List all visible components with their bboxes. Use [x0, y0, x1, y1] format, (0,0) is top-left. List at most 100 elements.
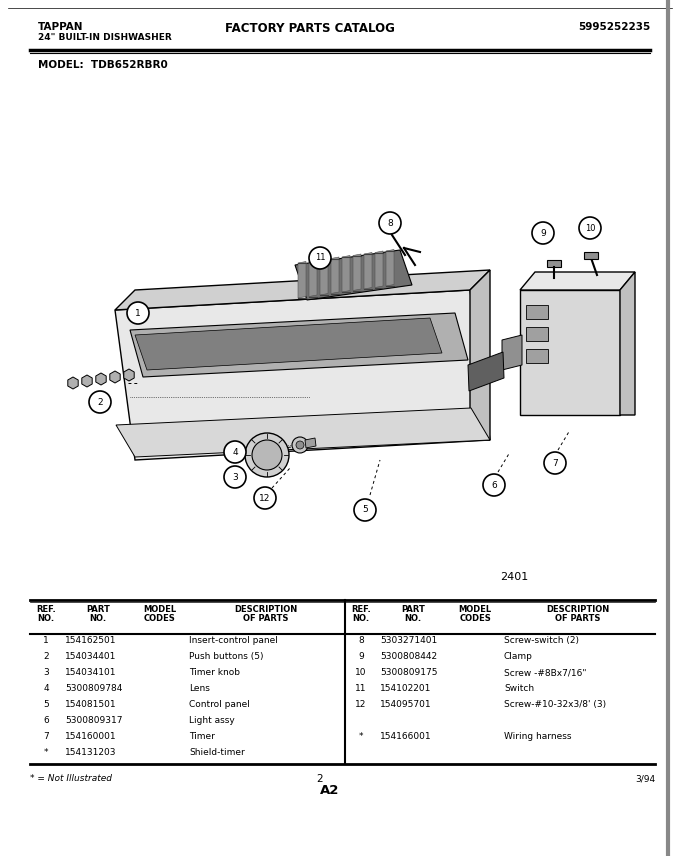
Polygon shape — [342, 255, 350, 292]
Text: Push buttons (5): Push buttons (5) — [189, 652, 264, 661]
Text: 1: 1 — [43, 636, 49, 645]
Circle shape — [224, 441, 246, 463]
Text: 3: 3 — [232, 473, 238, 482]
Text: 2: 2 — [97, 397, 103, 407]
Text: 10: 10 — [585, 223, 595, 233]
Circle shape — [127, 302, 149, 324]
Text: 154034401: 154034401 — [65, 652, 116, 661]
Polygon shape — [320, 259, 328, 295]
Text: PART: PART — [401, 605, 425, 614]
Polygon shape — [375, 251, 383, 288]
Text: Timer: Timer — [189, 732, 215, 741]
Text: OF PARTS: OF PARTS — [243, 614, 288, 623]
Circle shape — [483, 474, 505, 496]
Text: 154162501: 154162501 — [65, 636, 116, 645]
Polygon shape — [135, 318, 442, 370]
Text: 9: 9 — [540, 229, 546, 237]
Bar — [526, 305, 548, 319]
Text: Shield-timer: Shield-timer — [189, 748, 245, 757]
Text: 5: 5 — [43, 700, 49, 709]
Text: 5300809175: 5300809175 — [380, 668, 437, 677]
Polygon shape — [298, 261, 306, 298]
Text: 3: 3 — [43, 668, 49, 677]
Text: * = Not Illustrated: * = Not Illustrated — [30, 774, 112, 783]
Circle shape — [309, 247, 331, 269]
Text: 154102201: 154102201 — [380, 684, 431, 693]
Text: NO.: NO. — [405, 614, 422, 623]
Text: 5995252235: 5995252235 — [578, 22, 650, 32]
Text: 6: 6 — [491, 480, 497, 490]
Text: Screw -#8Bx7/16": Screw -#8Bx7/16" — [504, 668, 586, 677]
Text: 7: 7 — [552, 459, 558, 467]
Text: 11: 11 — [315, 253, 325, 263]
Polygon shape — [331, 257, 339, 294]
Text: 154160001: 154160001 — [65, 732, 117, 741]
Text: PART: PART — [86, 605, 110, 614]
Text: Insert-control panel: Insert-control panel — [189, 636, 278, 645]
Bar — [526, 349, 548, 363]
Circle shape — [254, 487, 276, 509]
Circle shape — [532, 222, 554, 244]
Text: NO.: NO. — [352, 614, 369, 623]
Text: NO.: NO. — [37, 614, 54, 623]
Text: 4: 4 — [232, 448, 238, 456]
Text: 9: 9 — [358, 652, 364, 661]
Text: A2: A2 — [320, 784, 340, 797]
Text: 2: 2 — [44, 652, 49, 661]
Text: 4: 4 — [44, 684, 49, 693]
Polygon shape — [353, 254, 361, 290]
Text: NO.: NO. — [90, 614, 107, 623]
Circle shape — [252, 440, 282, 470]
Text: MODEL: MODEL — [458, 605, 492, 614]
Text: 10: 10 — [355, 668, 367, 677]
Polygon shape — [520, 272, 635, 290]
Polygon shape — [620, 272, 635, 415]
Polygon shape — [115, 290, 490, 460]
Text: CODES: CODES — [144, 614, 176, 623]
Text: 154034101: 154034101 — [65, 668, 116, 677]
Circle shape — [292, 437, 308, 453]
Text: 154131203: 154131203 — [65, 748, 116, 757]
Polygon shape — [295, 250, 412, 300]
Text: FACTORY PARTS CATALOG: FACTORY PARTS CATALOG — [225, 22, 395, 35]
Bar — [526, 327, 548, 341]
Circle shape — [296, 441, 304, 449]
Bar — [584, 252, 598, 259]
Bar — [547, 260, 561, 267]
Polygon shape — [305, 438, 316, 448]
Polygon shape — [470, 270, 490, 440]
Text: Timer knob: Timer knob — [189, 668, 240, 677]
Text: 24" BUILT-IN DISHWASHER: 24" BUILT-IN DISHWASHER — [38, 33, 172, 42]
Polygon shape — [130, 313, 468, 377]
Text: Light assy: Light assy — [189, 716, 235, 725]
Circle shape — [379, 212, 401, 234]
Text: TAPPAN: TAPPAN — [38, 22, 84, 32]
Circle shape — [354, 499, 376, 521]
Text: Switch: Switch — [504, 684, 534, 693]
Text: 5: 5 — [362, 506, 368, 514]
Text: 12: 12 — [356, 700, 367, 709]
Text: DESCRIPTION: DESCRIPTION — [546, 605, 610, 614]
Text: *: * — [359, 732, 363, 741]
Text: 6: 6 — [43, 716, 49, 725]
Polygon shape — [364, 253, 372, 289]
Text: Screw-switch (2): Screw-switch (2) — [504, 636, 579, 645]
Text: Clamp: Clamp — [504, 652, 533, 661]
Circle shape — [579, 217, 601, 239]
Circle shape — [544, 452, 566, 474]
Polygon shape — [68, 377, 78, 389]
Text: 154081501: 154081501 — [65, 700, 117, 709]
Polygon shape — [96, 373, 106, 385]
Text: Wiring harness: Wiring harness — [504, 732, 571, 741]
Text: 3/94: 3/94 — [635, 774, 655, 783]
Text: Screw-#10-32x3/8' (3): Screw-#10-32x3/8' (3) — [504, 700, 606, 709]
Text: 8: 8 — [387, 218, 393, 228]
Text: MODEL:  TDB652RBR0: MODEL: TDB652RBR0 — [38, 60, 168, 70]
Text: 5303271401: 5303271401 — [380, 636, 437, 645]
Text: 154166001: 154166001 — [380, 732, 432, 741]
Text: REF.: REF. — [36, 605, 56, 614]
Text: 11: 11 — [355, 684, 367, 693]
Polygon shape — [115, 270, 490, 310]
Text: REF.: REF. — [351, 605, 371, 614]
Polygon shape — [109, 371, 120, 383]
